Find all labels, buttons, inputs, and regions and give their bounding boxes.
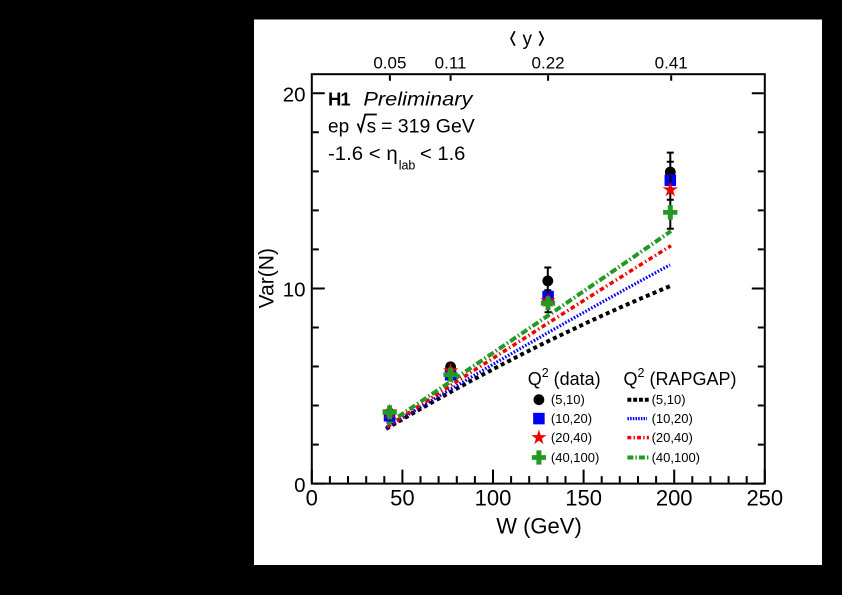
svg-text:(10,20): (10,20) [551, 411, 592, 426]
svg-text:200: 200 [656, 486, 693, 511]
svg-text:10: 10 [283, 279, 306, 302]
svg-text:150: 150 [565, 486, 602, 511]
svg-text:0: 0 [306, 486, 318, 511]
svg-text:ep: ep [328, 117, 349, 138]
svg-text:0.41: 0.41 [655, 54, 688, 73]
svg-text:Q2 (data): Q2 (data) [528, 366, 601, 389]
svg-text:(10,20): (10,20) [652, 411, 693, 426]
svg-text:20: 20 [283, 84, 306, 107]
svg-text:(20,40): (20,40) [551, 430, 592, 445]
svg-text:(20,40): (20,40) [652, 430, 693, 445]
svg-text:W (GeV): W (GeV) [496, 514, 582, 539]
svg-text:Preliminary: Preliminary [363, 89, 474, 110]
svg-text:(40,100): (40,100) [551, 450, 599, 465]
svg-text:0.05: 0.05 [373, 54, 406, 73]
svg-text:= 319 GeV: = 319 GeV [381, 117, 475, 138]
svg-text:< 1.6: < 1.6 [420, 144, 465, 165]
svg-text:0: 0 [294, 474, 305, 497]
svg-text:Var(N): Var(N) [256, 248, 279, 308]
svg-text:250: 250 [746, 486, 783, 511]
svg-text:(40,100): (40,100) [652, 450, 700, 465]
svg-text:0.22: 0.22 [532, 54, 565, 73]
svg-text:s: s [367, 117, 377, 138]
svg-text:lab: lab [399, 158, 416, 172]
svg-text:y: y [523, 29, 533, 50]
svg-text:H1: H1 [328, 88, 350, 109]
svg-text:50: 50 [390, 486, 414, 511]
svg-text:(5,10): (5,10) [652, 392, 686, 407]
svg-text:0.11: 0.11 [435, 54, 467, 73]
svg-text:Q2 (RAPGAP): Q2 (RAPGAP) [624, 366, 737, 389]
svg-text:100: 100 [475, 486, 512, 511]
svg-text:(5,10): (5,10) [551, 392, 585, 407]
svg-text:-1.6 < η: -1.6 < η [328, 144, 398, 165]
